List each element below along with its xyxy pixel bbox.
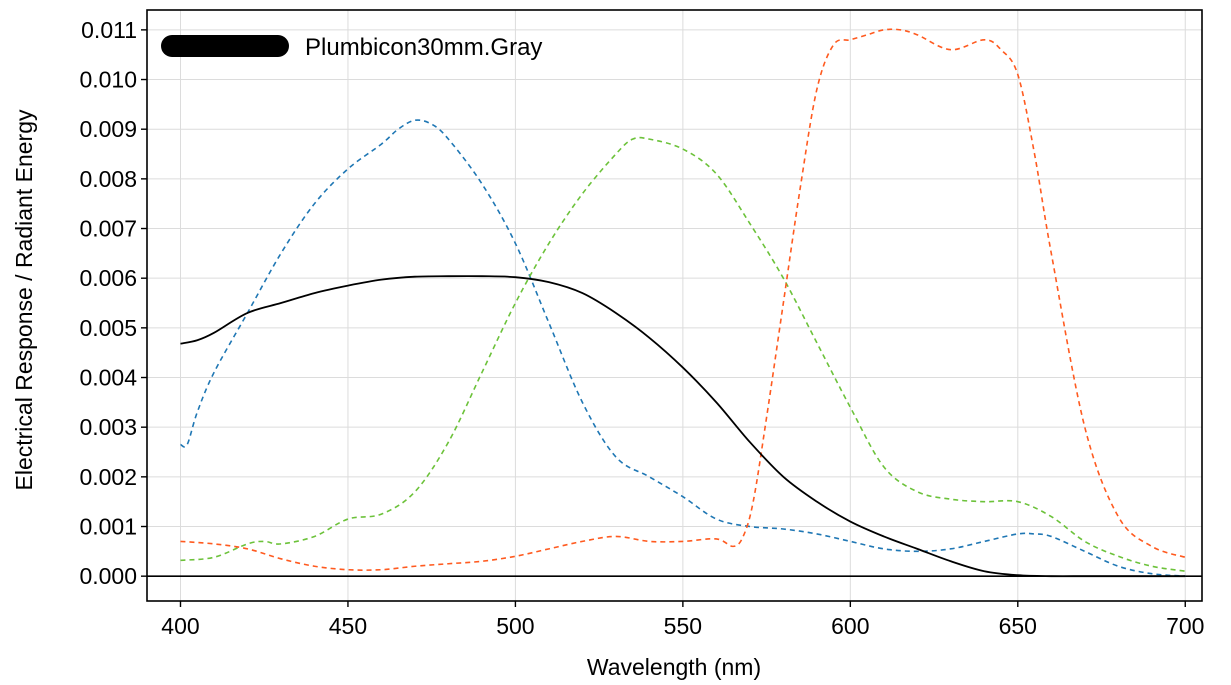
- x-tick-label: 600: [831, 613, 869, 639]
- y-tick-label: 0.009: [79, 116, 137, 142]
- series-line-gray: [180, 275, 1186, 578]
- y-tick-label: 0.000: [79, 563, 137, 589]
- legend: Plumbicon30mm.Gray: [161, 34, 542, 61]
- y-tick-label: 0.004: [79, 365, 137, 391]
- x-axis: 400 450 500 550 600 650 700: [161, 601, 1204, 639]
- y-tick-label: 0.003: [79, 414, 137, 440]
- y-tick-label: 0.007: [79, 216, 137, 242]
- y-tick-label: 0.002: [79, 464, 137, 490]
- y-tick-label: 0.010: [79, 67, 137, 93]
- y-tick-label: 0.005: [79, 315, 137, 341]
- y-tick-label: 0.006: [79, 265, 137, 291]
- series-layer: [180, 28, 1186, 578]
- x-tick-label: 650: [999, 613, 1037, 639]
- x-tick-label: 700: [1166, 613, 1204, 639]
- x-tick-label: 450: [329, 613, 367, 639]
- series-line-blue: [180, 119, 1186, 577]
- y-tick-label: 0.001: [79, 514, 137, 540]
- y-tick-label: 0.008: [79, 166, 137, 192]
- plot-background: [147, 10, 1202, 601]
- y-axis-label: Electrical Response / Radiant Energy: [11, 109, 37, 490]
- legend-label: Plumbicon30mm.Gray: [305, 34, 542, 61]
- x-tick-label: 550: [664, 613, 702, 639]
- x-tick-label: 500: [496, 613, 534, 639]
- x-axis-label: Wavelength (nm): [587, 654, 761, 680]
- series-line-green: [180, 136, 1186, 572]
- y-tick-label: 0.011: [81, 17, 137, 43]
- y-axis: 0.000 0.001 0.002 0.003 0.004 0.005 0.006 0.007…: [79, 17, 147, 589]
- plot-frame: [146, 9, 1203, 602]
- x-tick-label: 400: [161, 613, 199, 639]
- series-line-red: [180, 28, 1186, 571]
